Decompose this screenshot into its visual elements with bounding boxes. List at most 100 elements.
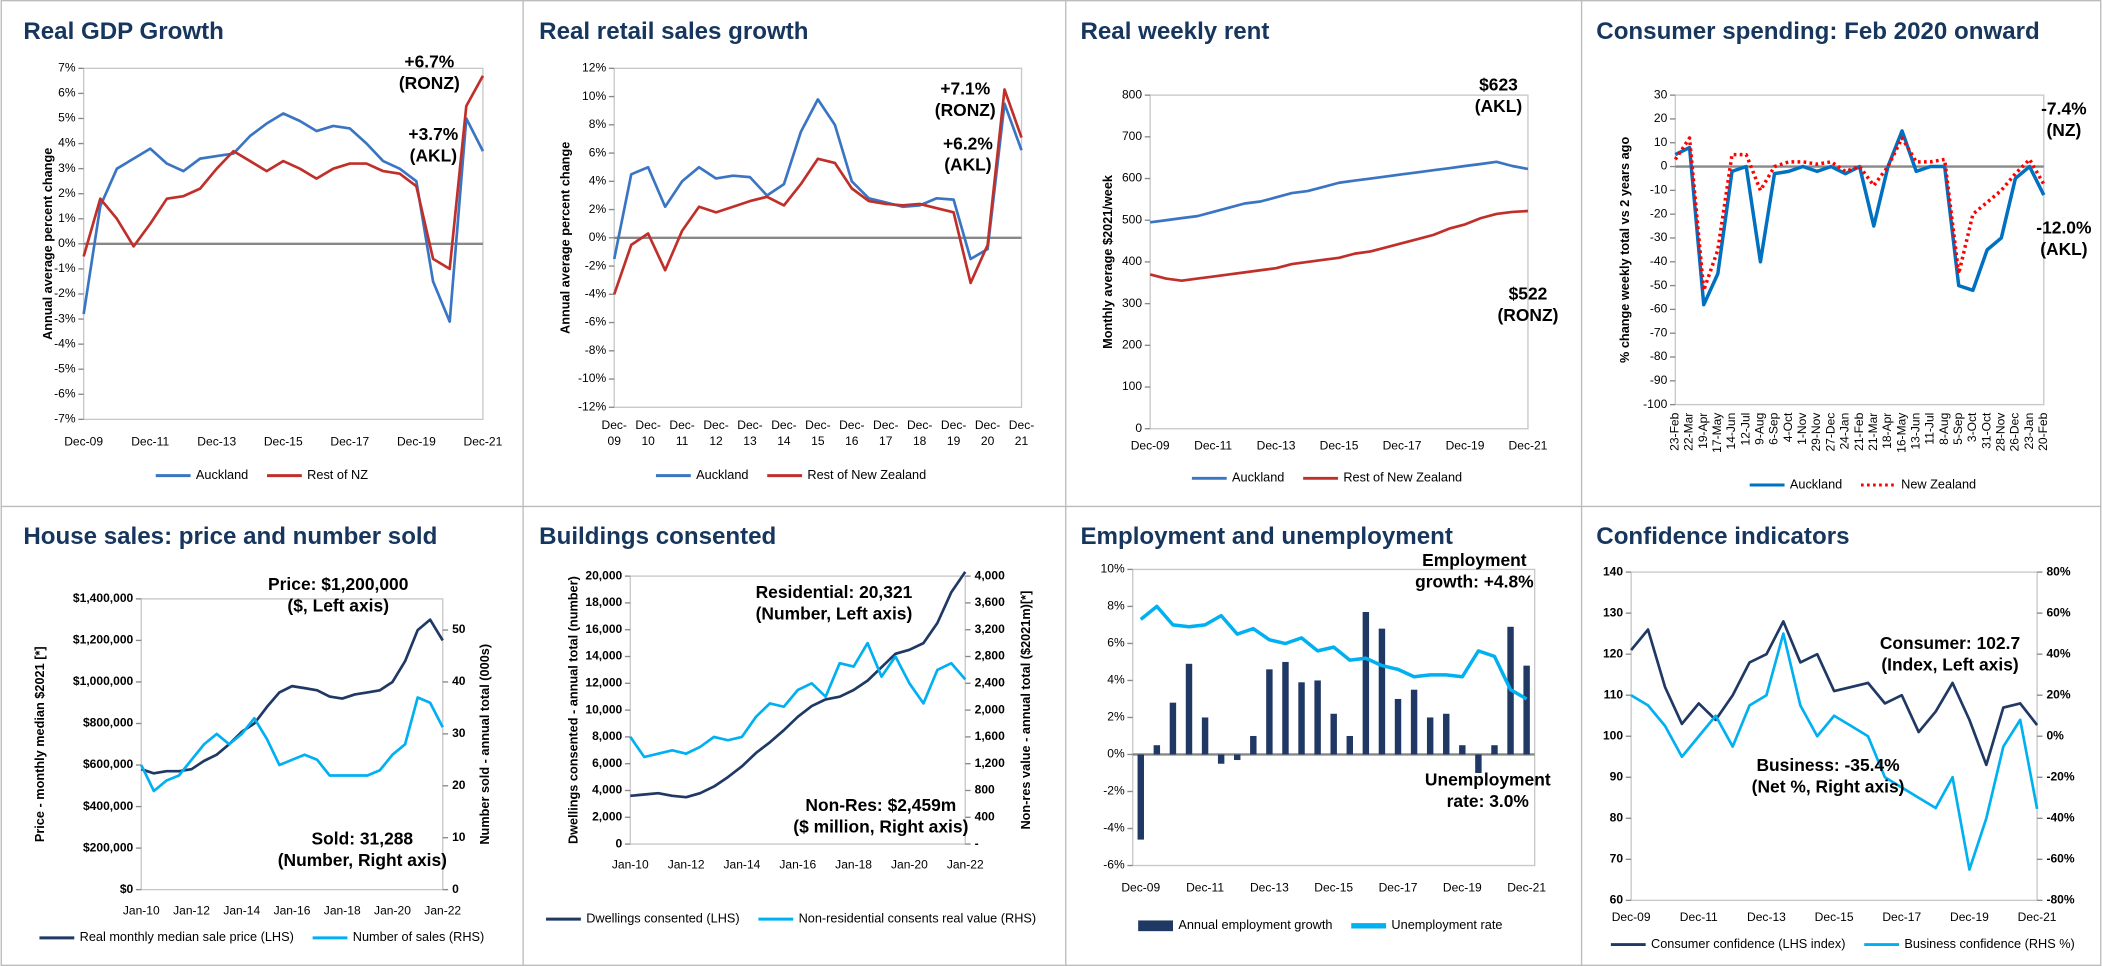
x-tick-label: Dec-09	[602, 418, 627, 448]
y-tick-label: 0	[616, 836, 623, 850]
legend-label: Rest of New Zealand	[807, 467, 926, 482]
x-tick-label: 13-Jun	[1908, 413, 1922, 450]
y-tick-label: -70	[1650, 325, 1668, 339]
y2-tick-label: 3,200	[975, 622, 1005, 636]
bar	[1153, 745, 1161, 755]
bar	[1298, 682, 1305, 755]
y2-tick-label: -20%	[2046, 769, 2074, 783]
legend-label: Rest of New Zealand	[1343, 470, 1462, 485]
y-tick-label: 8%	[589, 117, 607, 131]
x-tick-label: 22-Mar	[1682, 413, 1696, 451]
bar	[1266, 669, 1273, 755]
x-tick-label: Dec-11	[1680, 910, 1718, 924]
y-tick-label: 600	[1122, 171, 1142, 185]
y-tick-label: $1,200,000	[73, 633, 134, 647]
y-tick-label: 0%	[589, 230, 607, 244]
x-tick-label: Dec-17	[1383, 438, 1422, 452]
x-tick-label: Jan-16	[779, 858, 816, 872]
annotation: Non-Res: $2,459m	[805, 795, 956, 815]
y-tick-label: 0	[1135, 421, 1142, 435]
y2-tick-label: 0	[452, 882, 459, 896]
y2-tick-label: 800	[975, 783, 995, 797]
x-tick-label: Dec-18	[907, 418, 932, 448]
y-tick-label: $0	[120, 882, 134, 896]
x-tick-label: Dec-21	[2018, 910, 2057, 924]
y-tick-label: 6,000	[592, 756, 622, 770]
x-tick-label: 1-Nov	[1795, 413, 1809, 445]
y-tick-label: -5%	[54, 361, 76, 375]
bar	[1362, 611, 1370, 755]
annotation: Unemployment	[1425, 770, 1551, 790]
y-axis-title: % change weekly total vs 2 years ago	[1617, 137, 1632, 363]
x-tick-label: Dec-19	[1950, 910, 1989, 924]
y-tick-label: 200	[1122, 338, 1142, 352]
annotation: (AKL)	[1475, 96, 1522, 116]
x-tick-label: Jan-10	[612, 858, 649, 872]
y-tick-label: 6%	[589, 145, 607, 159]
y-tick-label: -4%	[1103, 821, 1125, 835]
y-tick-label: -1%	[54, 261, 76, 275]
annotation: ($ million, Right axis)	[793, 817, 968, 837]
y-tick-label: 20	[1654, 111, 1668, 125]
x-tick-label: 31-Oct	[1979, 412, 1993, 449]
annotation: (Net %, Right axis)	[1752, 776, 1905, 796]
y-tick-label: -6%	[585, 315, 607, 329]
x-tick-label: Dec-19	[397, 434, 436, 448]
annotation: ($, Left axis)	[287, 596, 389, 616]
x-tick-label: Dec-13	[737, 418, 762, 448]
x-tick-label: Dec-19	[1446, 438, 1485, 452]
x-tick-label: 23-Feb	[1668, 412, 1682, 450]
y-tick-label: 100	[1603, 728, 1623, 742]
bar	[1250, 735, 1257, 755]
x-tick-label: 11-Jul	[1923, 413, 1937, 445]
y-axis-title: Annual average percent change	[557, 142, 572, 334]
x-tick-label: 28-Nov	[1993, 413, 2007, 452]
annotation: (Index, Left axis)	[1881, 654, 2018, 674]
y2-tick-label: 20	[452, 778, 466, 792]
x-tick-label: 21-Feb	[1852, 412, 1866, 450]
annotation: Employment	[1422, 550, 1527, 570]
bar	[1394, 698, 1402, 755]
series-line	[612, 98, 1023, 261]
x-tick-label: 18-Apr	[1880, 413, 1894, 449]
chart-title: Buildings consented	[539, 523, 776, 550]
y-tick-label: -4%	[585, 286, 607, 300]
y-tick-label: -100	[1643, 397, 1667, 411]
x-tick-label: Dec-21	[1509, 438, 1548, 452]
y-tick-label: -50	[1650, 278, 1668, 292]
annotation: (Number, Left axis)	[756, 604, 913, 624]
annotation: (NZ)	[2046, 120, 2081, 140]
x-tick-label: 17-May	[1710, 413, 1724, 453]
bar	[1330, 713, 1337, 755]
x-tick-label: Dec-09	[1131, 438, 1170, 452]
plot-frame	[1149, 94, 1529, 430]
x-tick-label: Jan-14	[223, 903, 260, 917]
x-tick-label: 9-Aug	[1753, 413, 1767, 445]
x-tick-label: Dec-09	[1121, 880, 1160, 894]
x-tick-label: 5-Sep	[1951, 412, 1965, 444]
plot-frame	[1674, 94, 2045, 406]
bar	[1137, 754, 1144, 840]
x-tick-label: Dec-15	[805, 418, 830, 448]
legend-label: New Zealand	[1901, 476, 1976, 491]
annotation: -12.0%	[2036, 218, 2092, 238]
y-tick-label: 4%	[1107, 673, 1125, 687]
series-line	[1149, 160, 1529, 224]
x-tick-label: 12-Jul	[1738, 413, 1752, 446]
y-tick-label: -6%	[1103, 858, 1125, 872]
bar	[1426, 717, 1434, 755]
legend-label: Auckland	[1790, 476, 1842, 491]
chart-title: Real retail sales growth	[539, 18, 808, 45]
y2-tick-label: 2,400	[975, 675, 1005, 689]
y-tick-label: 14,000	[585, 649, 622, 663]
chart-title: Confidence indicators	[1596, 523, 1849, 550]
x-tick-label: Jan-14	[724, 858, 761, 872]
bar	[1217, 754, 1225, 764]
y-tick-label: 4%	[58, 136, 76, 150]
x-tick-label: Dec-10	[635, 418, 660, 448]
annotation: +3.7%	[408, 124, 458, 144]
y-tick-label: 6%	[58, 86, 76, 100]
bar	[1185, 663, 1193, 755]
